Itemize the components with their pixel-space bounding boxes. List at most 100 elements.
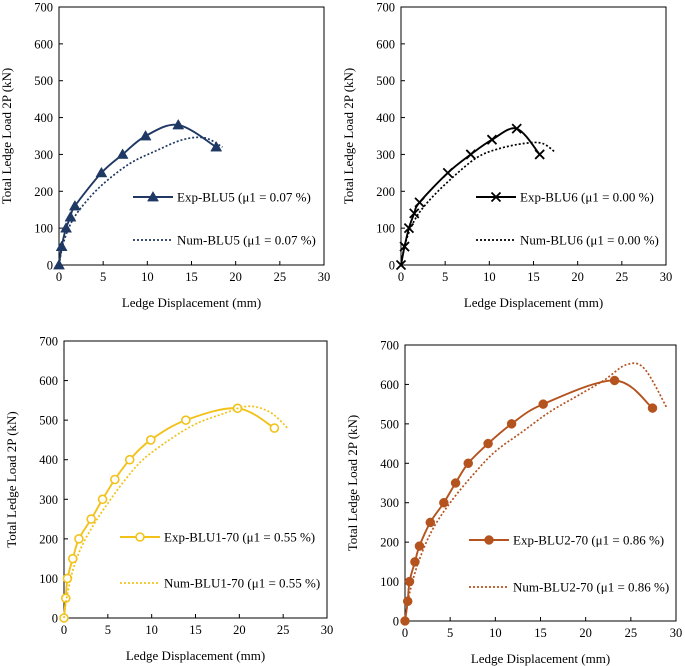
y-tick-label: 100 [34,222,53,236]
x-tick-label: 25 [274,270,287,284]
data-point-marker [86,514,96,524]
data-point-marker [439,497,449,508]
y-axis-label: Total Ledge Load 2P (kN) [341,68,356,205]
data-point-marker [463,458,473,469]
legend-marker-swatch [484,535,494,545]
y-tick-label: 400 [376,111,395,125]
data-point-marker [647,403,658,413]
data-point-marker [506,419,517,429]
x-tick-label: 5 [100,270,106,284]
data-point-marker [409,208,420,219]
y-tick-label: 200 [376,185,395,199]
legend-marker-swatch [135,532,145,542]
y-tick-label: 0 [47,259,53,273]
x-tick-label: 15 [534,626,547,640]
y-tick-label: 700 [380,339,399,353]
x-axis-label: Ledge Displacement (mm) [122,295,261,310]
y-tick-label: 500 [376,74,395,88]
data-point-marker [110,474,120,485]
y-tick-label: 600 [376,37,395,51]
y-axis-label: Total Ledge Load 2P (kN) [345,415,360,552]
chart-panel-3: 0 5 10 15 20 25 300100200300400500600700Ledge … [4,335,333,664]
data-point-marker [486,134,498,145]
data-point-marker [210,141,223,152]
legend-marker-swatch [490,191,502,203]
y-tick-label: 300 [34,148,53,162]
x-tick-label: 15 [189,623,202,637]
data-point-marker [414,541,425,551]
x-tick-label: 15 [185,270,198,284]
x-tick-label: 30 [670,626,683,640]
legend-marker-swatch [147,190,159,202]
y-tick-label: 700 [34,1,53,15]
y-tick-label: 100 [380,575,399,589]
y-tick-label: 400 [39,453,58,467]
y-tick-label: 500 [380,417,399,431]
numerical-series-line [404,362,668,622]
y-tick-label: 200 [380,536,399,550]
x-tick-label: 20 [571,270,584,284]
x-tick-label: 30 [318,270,331,284]
y-tick-label: 700 [376,1,395,15]
data-point-marker [402,596,413,607]
x-tick-label: 5 [447,626,453,640]
data-point-marker [181,415,191,425]
y-tick-label: 300 [376,148,395,162]
x-tick-label: 30 [321,623,334,637]
x-tick-label: 15 [527,270,540,284]
y-tick-label: 0 [389,259,395,273]
y-tick-label: 200 [39,532,58,546]
x-tick-label: 25 [277,623,290,637]
data-point-marker [55,240,68,251]
data-point-marker [465,149,476,160]
data-point-marker [64,211,77,222]
x-tick-label: 10 [145,623,158,637]
y-axis-label: Total Ledge Load 2P (kN) [4,411,19,548]
x-tick-label: 0 [398,270,404,284]
y-tick-label: 400 [34,111,53,125]
chart-panel-4: 0 5 10 15 20 25 300100200300400500600700Ledge … [345,339,682,666]
x-tick-label: 25 [616,270,629,284]
y-tick-label: 0 [393,615,399,629]
y-tick-label: 300 [380,496,399,510]
data-point-marker [511,123,522,134]
x-tick-label: 0 [56,270,62,284]
x-tick-label: 10 [141,270,154,284]
data-point-marker [538,399,548,409]
x-tick-label: 5 [442,270,448,284]
data-point-marker [269,423,280,433]
plot-frame [400,6,667,266]
experimental-series-line [58,123,217,266]
y-axis-label: Total Ledge Load 2P (kN) [0,68,14,205]
legend-entry-label: Num-BLU6 (μ1 = 0.00 %) [520,233,659,248]
experimental-series-line [400,127,541,266]
x-tick-label: 10 [483,270,496,284]
y-tick-label: 100 [39,572,58,586]
y-tick-label: 300 [39,493,58,507]
legend-entry-label: Exp-BLU6 (μ1 = 0.00 %) [520,190,654,205]
legend-entry-label: Num-BLU5 (μ1 = 0.07 %) [177,233,316,248]
data-point-marker [399,241,410,252]
y-tick-label: 100 [376,222,395,236]
y-tick-label: 400 [380,457,399,471]
data-point-marker [609,375,620,386]
data-point-marker [68,200,81,211]
legend-entry-label: Exp-BLU5 (μ1 = 0.07 %) [177,190,311,205]
data-point-marker [60,222,72,233]
data-point-marker [145,435,156,445]
y-tick-label: 600 [39,374,58,388]
y-tick-label: 0 [52,612,58,626]
legend-entry-label: Num-BLU1-70 (μ1 = 0.55 %) [164,576,320,591]
plot-frame [58,6,325,266]
legend-entry-label: Exp-BLU2-70 (μ1 = 0.86 %) [513,533,664,548]
chart-panel-1: 0 5 10 15 20 25 300100200300400500600700Ledge … [0,1,330,311]
data-point-marker [414,197,425,208]
x-tick-label: 5 [105,623,111,637]
x-axis-label: Ledge Displacement (mm) [464,295,603,310]
y-tick-label: 500 [39,414,58,428]
x-tick-label: 25 [625,626,638,640]
data-point-marker [74,534,84,544]
y-tick-label: 700 [39,335,58,349]
y-tick-label: 600 [34,37,53,51]
